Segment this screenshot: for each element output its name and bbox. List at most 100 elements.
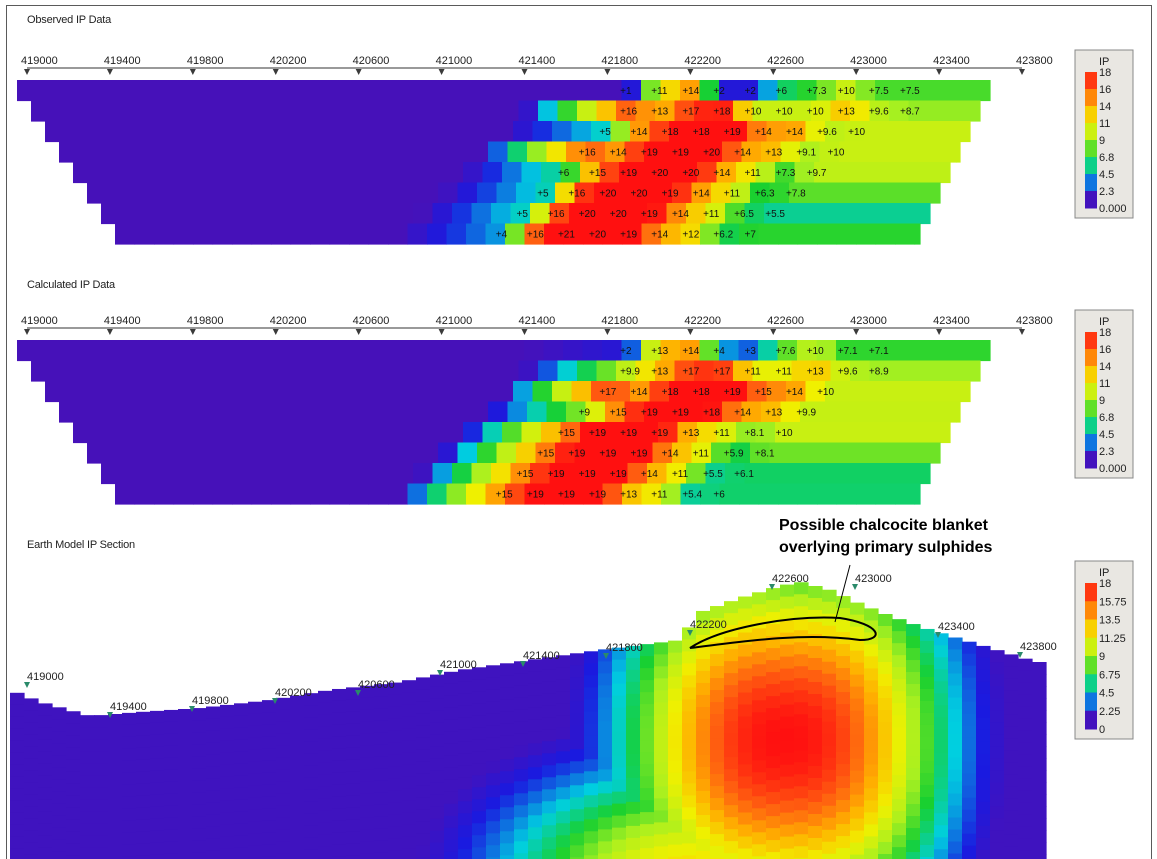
- heat-cell: [346, 831, 361, 844]
- heat-cell: [112, 162, 133, 184]
- heat-cell: [850, 734, 865, 748]
- heat-cell: [556, 799, 571, 812]
- heat-cell: [514, 709, 529, 722]
- heat-cell: [570, 713, 585, 726]
- heat-cell: [374, 684, 389, 697]
- heat-cell: [444, 767, 459, 781]
- heat-cell: [660, 80, 681, 102]
- data-label: +19: [672, 148, 689, 159]
- heat-cell: [162, 121, 183, 143]
- heat-cell: [518, 100, 539, 122]
- heat-cell: [621, 340, 642, 362]
- heat-cell: [220, 704, 235, 718]
- heat-cell: [468, 141, 489, 163]
- heat-cell: [187, 360, 208, 382]
- heat-cell: [577, 360, 598, 382]
- heat-cell: [598, 805, 613, 818]
- heat-cell: [528, 683, 543, 696]
- heat-cell: [184, 182, 205, 204]
- tick-marker: [438, 69, 445, 75]
- heat-cell: [825, 381, 846, 403]
- heat-cell: [430, 818, 445, 832]
- heat-cell: [500, 723, 515, 736]
- station-label: 423000: [855, 573, 892, 585]
- heat-cell: [429, 401, 450, 423]
- heat-cell: [290, 851, 305, 859]
- heat-cell: [251, 340, 272, 362]
- data-label: +19: [620, 230, 637, 241]
- heat-cell: [644, 401, 665, 423]
- heat-cell: [178, 817, 193, 830]
- heat-cell: [276, 757, 291, 771]
- heat-cell: [612, 815, 627, 829]
- heat-cell: [50, 100, 71, 122]
- heat-cell: [920, 832, 935, 846]
- heat-cell: [906, 684, 921, 697]
- heat-cell: [962, 833, 977, 847]
- heat-cell: [780, 620, 795, 634]
- heat-cell: [66, 807, 81, 820]
- heat-cell: [496, 442, 517, 464]
- heat-cell: [1018, 826, 1033, 840]
- heat-cell: [710, 786, 725, 799]
- heat-cell: [934, 849, 949, 859]
- heat-cell: [794, 422, 815, 444]
- heat-cell: [933, 80, 954, 102]
- heat-cell: [682, 831, 697, 844]
- heat-cell: [173, 483, 194, 505]
- tick-label: 419000: [21, 315, 58, 327]
- heat-cell: [752, 736, 767, 749]
- heat-cell: [340, 442, 361, 464]
- heat-cell: [106, 442, 127, 464]
- heat-cell: [321, 442, 342, 464]
- heat-cell: [500, 687, 515, 700]
- heat-cell: [388, 790, 403, 804]
- heat-cell: [178, 841, 193, 854]
- data-label: +8.1: [745, 428, 765, 439]
- heat-cell: [738, 668, 753, 682]
- heat-cell: [542, 669, 557, 682]
- heat-cell: [836, 223, 857, 245]
- data-label: +3: [745, 346, 757, 357]
- heat-cell: [668, 724, 683, 738]
- heat-cell: [780, 704, 795, 718]
- tick-marker: [521, 69, 528, 75]
- heat-cell: [780, 632, 795, 646]
- heat-cell: [374, 804, 389, 817]
- data-label: +19: [724, 127, 741, 138]
- heat-cell: [612, 647, 627, 661]
- heat-cell: [682, 699, 697, 712]
- tick-label: 421800: [601, 55, 638, 67]
- data-label: +6.5: [734, 209, 754, 220]
- heat-cell: [794, 702, 809, 715]
- heat-cell: [976, 801, 991, 815]
- heat-cell: [528, 827, 543, 840]
- heat-cell: [881, 463, 902, 485]
- heat-cell: [1004, 762, 1019, 776]
- legend-label: 11: [1099, 118, 1110, 130]
- heat-cell: [920, 820, 935, 834]
- heat-cell: [206, 778, 221, 792]
- heat-cell: [934, 777, 949, 790]
- heat-cell: [836, 812, 851, 825]
- heat-cell: [794, 834, 809, 847]
- legend-title: IP: [1099, 56, 1109, 68]
- heat-cell: [892, 715, 907, 728]
- heat-cell: [1018, 706, 1033, 720]
- heat-cell: [486, 809, 501, 822]
- data-label: +14: [755, 127, 772, 138]
- heat-cell: [976, 645, 991, 659]
- heat-cell: [674, 100, 695, 122]
- heat-cell: [616, 100, 637, 122]
- heat-cell: [346, 759, 361, 772]
- heat-cell: [780, 728, 795, 742]
- heat-cell: [500, 735, 515, 748]
- heat-cell: [136, 819, 151, 833]
- heat-cell: [430, 746, 445, 760]
- heat-cell: [416, 725, 431, 738]
- heat-cell: [682, 651, 697, 664]
- legend-label: 9: [1099, 135, 1105, 147]
- heat-cell: [94, 775, 109, 788]
- heat-cell: [752, 712, 767, 725]
- heat-cell: [619, 422, 640, 444]
